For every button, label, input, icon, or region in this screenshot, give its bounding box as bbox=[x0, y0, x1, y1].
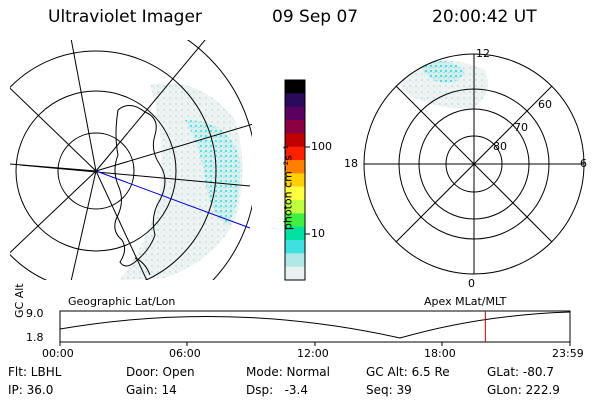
time-tick-label: 23:59 bbox=[552, 347, 584, 360]
status-flt: Flt: LBHL bbox=[8, 365, 62, 379]
status-gain: Gain: 14 bbox=[126, 383, 177, 397]
noon-meridian bbox=[95, 170, 251, 229]
latitude-circle bbox=[15, 90, 177, 252]
mlt-label: 6 bbox=[580, 157, 587, 170]
meridian-line bbox=[10, 170, 97, 254]
meridian-line bbox=[95, 170, 148, 280]
auroral-emission-polar bbox=[399, 60, 488, 110]
status-seq: Seq: 39 bbox=[366, 383, 412, 397]
polar-map bbox=[363, 53, 585, 275]
time-tick-label: 06:00 bbox=[169, 347, 201, 360]
colorbar-tick-label: 100 bbox=[311, 140, 332, 153]
date-label: 09 Sep 07 bbox=[272, 7, 359, 27]
geo-map-caption: Geographic Lat/Lon bbox=[68, 295, 176, 308]
status-glat: GLat: -80.7 bbox=[487, 365, 554, 379]
mlt-label: 18 bbox=[344, 157, 358, 170]
colorbar-band bbox=[285, 186, 305, 201]
coastline bbox=[134, 257, 151, 276]
status-dsp: Dsp: -3.4 bbox=[246, 383, 309, 397]
instrument-title: Ultraviolet Imager bbox=[48, 7, 202, 27]
colorbar-band bbox=[285, 173, 305, 188]
latitude-label: 80 bbox=[493, 140, 507, 153]
colorbar-tick-label: 10 bbox=[311, 227, 325, 240]
latitude-circle bbox=[57, 132, 135, 210]
colorbar-band bbox=[285, 146, 305, 161]
colorbar-band bbox=[285, 80, 305, 94]
colorbar bbox=[284, 79, 310, 281]
colorbar-unit-label: photon cm⁻²s⁻¹ bbox=[281, 144, 295, 231]
latitude-label: 60 bbox=[538, 98, 552, 111]
geographic-map bbox=[10, 40, 252, 280]
altitude-axis-label: GC Alt bbox=[13, 283, 26, 318]
altitude-curve bbox=[59, 311, 571, 339]
colorbar-band bbox=[285, 253, 305, 268]
colorbar-band bbox=[285, 133, 305, 148]
altitude-tick-label: 9.0 bbox=[26, 307, 44, 320]
meridian-line bbox=[10, 87, 97, 172]
meridian-line bbox=[70, 40, 97, 172]
meridian-line bbox=[95, 40, 206, 172]
terminator-line bbox=[19, 164, 251, 187]
colorbar-band bbox=[285, 226, 305, 241]
time-tick-label: 18:00 bbox=[424, 347, 456, 360]
status-door: Door: Open bbox=[126, 365, 195, 379]
colorbar-band bbox=[285, 240, 305, 254]
altitude-tick-label: 1.8 bbox=[26, 331, 44, 344]
mlt-label: 12 bbox=[476, 47, 490, 60]
polar-map-caption: Apex MLat/MLT bbox=[424, 295, 507, 308]
latitude-label: 70 bbox=[514, 121, 528, 134]
coastline bbox=[114, 105, 166, 267]
meridian-line bbox=[95, 123, 252, 172]
status-gc-alt: GC Alt: 6.5 Re bbox=[366, 365, 450, 379]
colorbar-band bbox=[285, 266, 305, 281]
mlt-label: 0 bbox=[468, 277, 475, 290]
colorbar-band bbox=[285, 213, 305, 228]
colorbar-band bbox=[285, 200, 305, 214]
colorbar-band bbox=[285, 120, 305, 134]
time-tick-label: 00:00 bbox=[42, 347, 74, 360]
status-glon: GLon: 222.9 bbox=[487, 383, 560, 397]
colorbar-band bbox=[285, 93, 305, 108]
colorbar-band bbox=[285, 160, 305, 174]
status-mode: Mode: Normal bbox=[246, 365, 330, 379]
time-tick-label: 12:00 bbox=[297, 347, 329, 360]
altitude-plot bbox=[59, 310, 571, 346]
colorbar-band bbox=[285, 106, 305, 121]
meridian-line bbox=[70, 170, 97, 280]
time-label: 20:00:42 UT bbox=[432, 7, 537, 27]
meridian-line bbox=[10, 163, 97, 172]
status-ip: IP: 36.0 bbox=[8, 383, 54, 397]
latitude-circle bbox=[10, 50, 217, 280]
